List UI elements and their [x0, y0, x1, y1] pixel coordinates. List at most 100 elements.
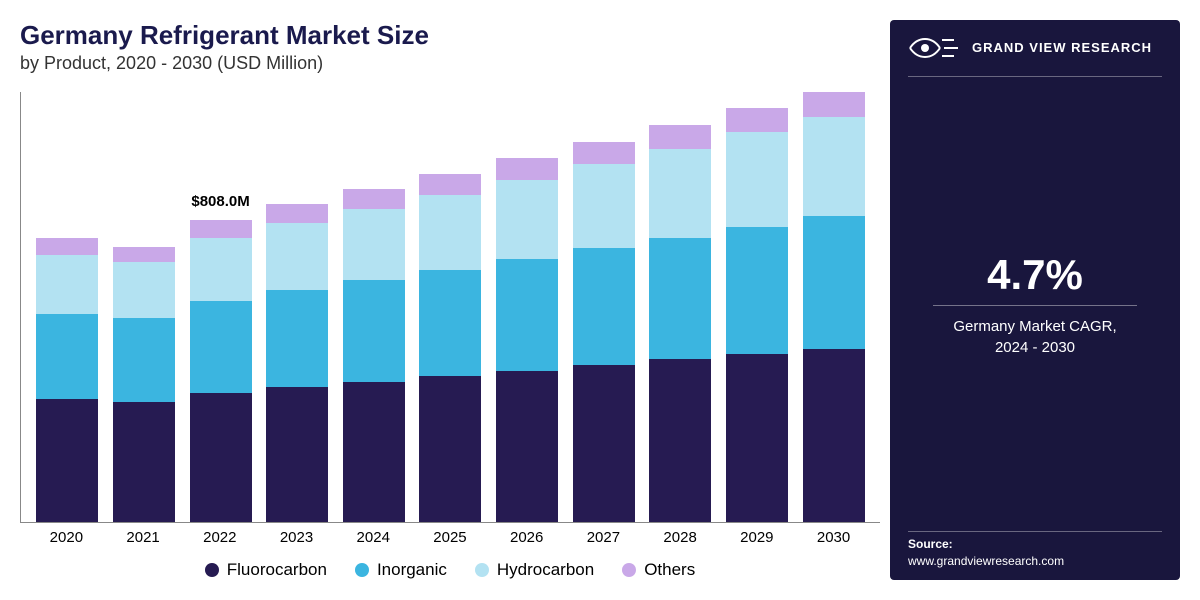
divider: [933, 305, 1136, 306]
bar-segment-hydrocarbon: [266, 223, 328, 290]
legend-label: Others: [644, 560, 695, 580]
x-axis-label: 2025: [419, 529, 481, 546]
bar-segment-fluorocarbon: [649, 359, 711, 522]
legend-item-hydrocarbon: Hydrocarbon: [475, 560, 594, 580]
legend-item-others: Others: [622, 560, 695, 580]
bar-segment-others: [726, 108, 788, 132]
bar-column: [36, 92, 98, 522]
divider: [908, 531, 1162, 532]
bar-column: [573, 92, 635, 522]
bar-segment-others: [419, 174, 481, 195]
root: Germany Refrigerant Market Size by Produ…: [0, 0, 1200, 600]
bar-segment-hydrocarbon: [726, 132, 788, 226]
legend-item-inorganic: Inorganic: [355, 560, 447, 580]
bar-segment-inorganic: [496, 259, 558, 370]
legend-swatch: [475, 563, 489, 577]
bar-column: [419, 92, 481, 522]
bar-segment-others: [266, 204, 328, 223]
legend-swatch: [622, 563, 636, 577]
bar-segment-others: [190, 220, 252, 238]
brand-name: GRAND VIEW RESEARCH: [972, 40, 1152, 56]
brand-logo: GRAND VIEW RESEARCH: [908, 34, 1162, 62]
legend-item-fluorocarbon: Fluorocarbon: [205, 560, 327, 580]
bar-segment-fluorocarbon: [266, 387, 328, 522]
bar-segment-fluorocarbon: [496, 371, 558, 522]
bar-segment-others: [496, 158, 558, 180]
bar-segment-inorganic: [113, 318, 175, 402]
bar-column: $808.0M: [190, 92, 252, 522]
bar-segment-fluorocarbon: [573, 365, 635, 522]
bar-segment-others: [649, 125, 711, 149]
bar-column: [113, 92, 175, 522]
bar-segment-hydrocarbon: [419, 195, 481, 270]
bar-segment-others: [36, 238, 98, 255]
cagr-value: 4.7%: [987, 251, 1083, 299]
chart-legend: Fluorocarbon Inorganic Hydrocarbon Others: [20, 560, 880, 580]
bar-segment-fluorocarbon: [36, 399, 98, 522]
bar-segment-others: [113, 247, 175, 262]
legend-label: Inorganic: [377, 560, 447, 580]
x-axis-label: 2027: [572, 529, 634, 546]
bar-segment-others: [343, 189, 405, 209]
bar-column: [726, 92, 788, 522]
bar-segment-inorganic: [803, 216, 865, 348]
bar-segment-hydrocarbon: [190, 238, 252, 302]
bar-callout: $808.0M: [191, 193, 249, 210]
chart-title: Germany Refrigerant Market Size: [20, 20, 880, 51]
x-axis-label: 2024: [342, 529, 404, 546]
bar-segment-fluorocarbon: [190, 393, 252, 522]
bar-segment-inorganic: [266, 290, 328, 387]
bar-segment-fluorocarbon: [419, 376, 481, 522]
x-axis-label: 2026: [496, 529, 558, 546]
cagr-label: Germany Market CAGR, 2024 - 2030: [953, 316, 1116, 358]
bar-column: [803, 92, 865, 522]
x-axis-label: 2021: [112, 529, 174, 546]
bar-segment-hydrocarbon: [803, 117, 865, 216]
legend-label: Fluorocarbon: [227, 560, 327, 580]
bar-segment-fluorocarbon: [803, 349, 865, 522]
bar-segment-inorganic: [573, 248, 635, 365]
x-axis-label: 2029: [726, 529, 788, 546]
x-axis-label: 2023: [266, 529, 328, 546]
bar-segment-hydrocarbon: [573, 164, 635, 248]
bar-segment-fluorocarbon: [343, 382, 405, 522]
bar-segment-others: [573, 142, 635, 164]
legend-swatch: [355, 563, 369, 577]
bar-column: [266, 92, 328, 522]
bar-segment-hydrocarbon: [649, 149, 711, 238]
chart-subtitle: by Product, 2020 - 2030 (USD Million): [20, 53, 880, 74]
chart-bars: $808.0M: [21, 92, 880, 522]
cagr-block: 4.7% Germany Market CAGR, 2024 - 2030: [908, 77, 1162, 531]
bar-segment-fluorocarbon: [726, 354, 788, 522]
x-axis-label: 2020: [35, 529, 97, 546]
bar-segment-inorganic: [726, 227, 788, 354]
bar-segment-inorganic: [190, 301, 252, 393]
bar-segment-inorganic: [649, 238, 711, 360]
brand-eye-icon: [908, 34, 962, 62]
bar-segment-hydrocarbon: [496, 180, 558, 259]
side-panel: GRAND VIEW RESEARCH 4.7% Germany Market …: [890, 20, 1180, 580]
x-axis-label: 2028: [649, 529, 711, 546]
bar-segment-others: [803, 92, 865, 117]
bar-segment-fluorocarbon: [113, 402, 175, 522]
bar-segment-inorganic: [419, 270, 481, 377]
bar-segment-inorganic: [343, 280, 405, 382]
bar-segment-inorganic: [36, 314, 98, 398]
x-axis-label: 2022: [189, 529, 251, 546]
chart-area: Germany Refrigerant Market Size by Produ…: [20, 20, 890, 580]
x-axis-label: 2030: [803, 529, 865, 546]
bar-segment-hydrocarbon: [343, 209, 405, 280]
bar-column: [649, 92, 711, 522]
chart-x-axis-labels: 2020 2021 2022 2023 2024 2025 2026 2027 2028 2029…: [20, 529, 880, 546]
chart-plot: $808.0M: [20, 92, 880, 523]
legend-swatch: [205, 563, 219, 577]
bar-column: [343, 92, 405, 522]
source-label: Source:: [908, 537, 953, 551]
source-block: Source: www.grandviewresearch.com: [908, 531, 1162, 570]
bar-segment-hydrocarbon: [36, 255, 98, 315]
source-url: www.grandviewresearch.com: [908, 553, 1162, 570]
title-block: Germany Refrigerant Market Size by Produ…: [20, 20, 880, 74]
legend-label: Hydrocarbon: [497, 560, 594, 580]
bar-segment-hydrocarbon: [113, 262, 175, 318]
bar-column: [496, 92, 558, 522]
